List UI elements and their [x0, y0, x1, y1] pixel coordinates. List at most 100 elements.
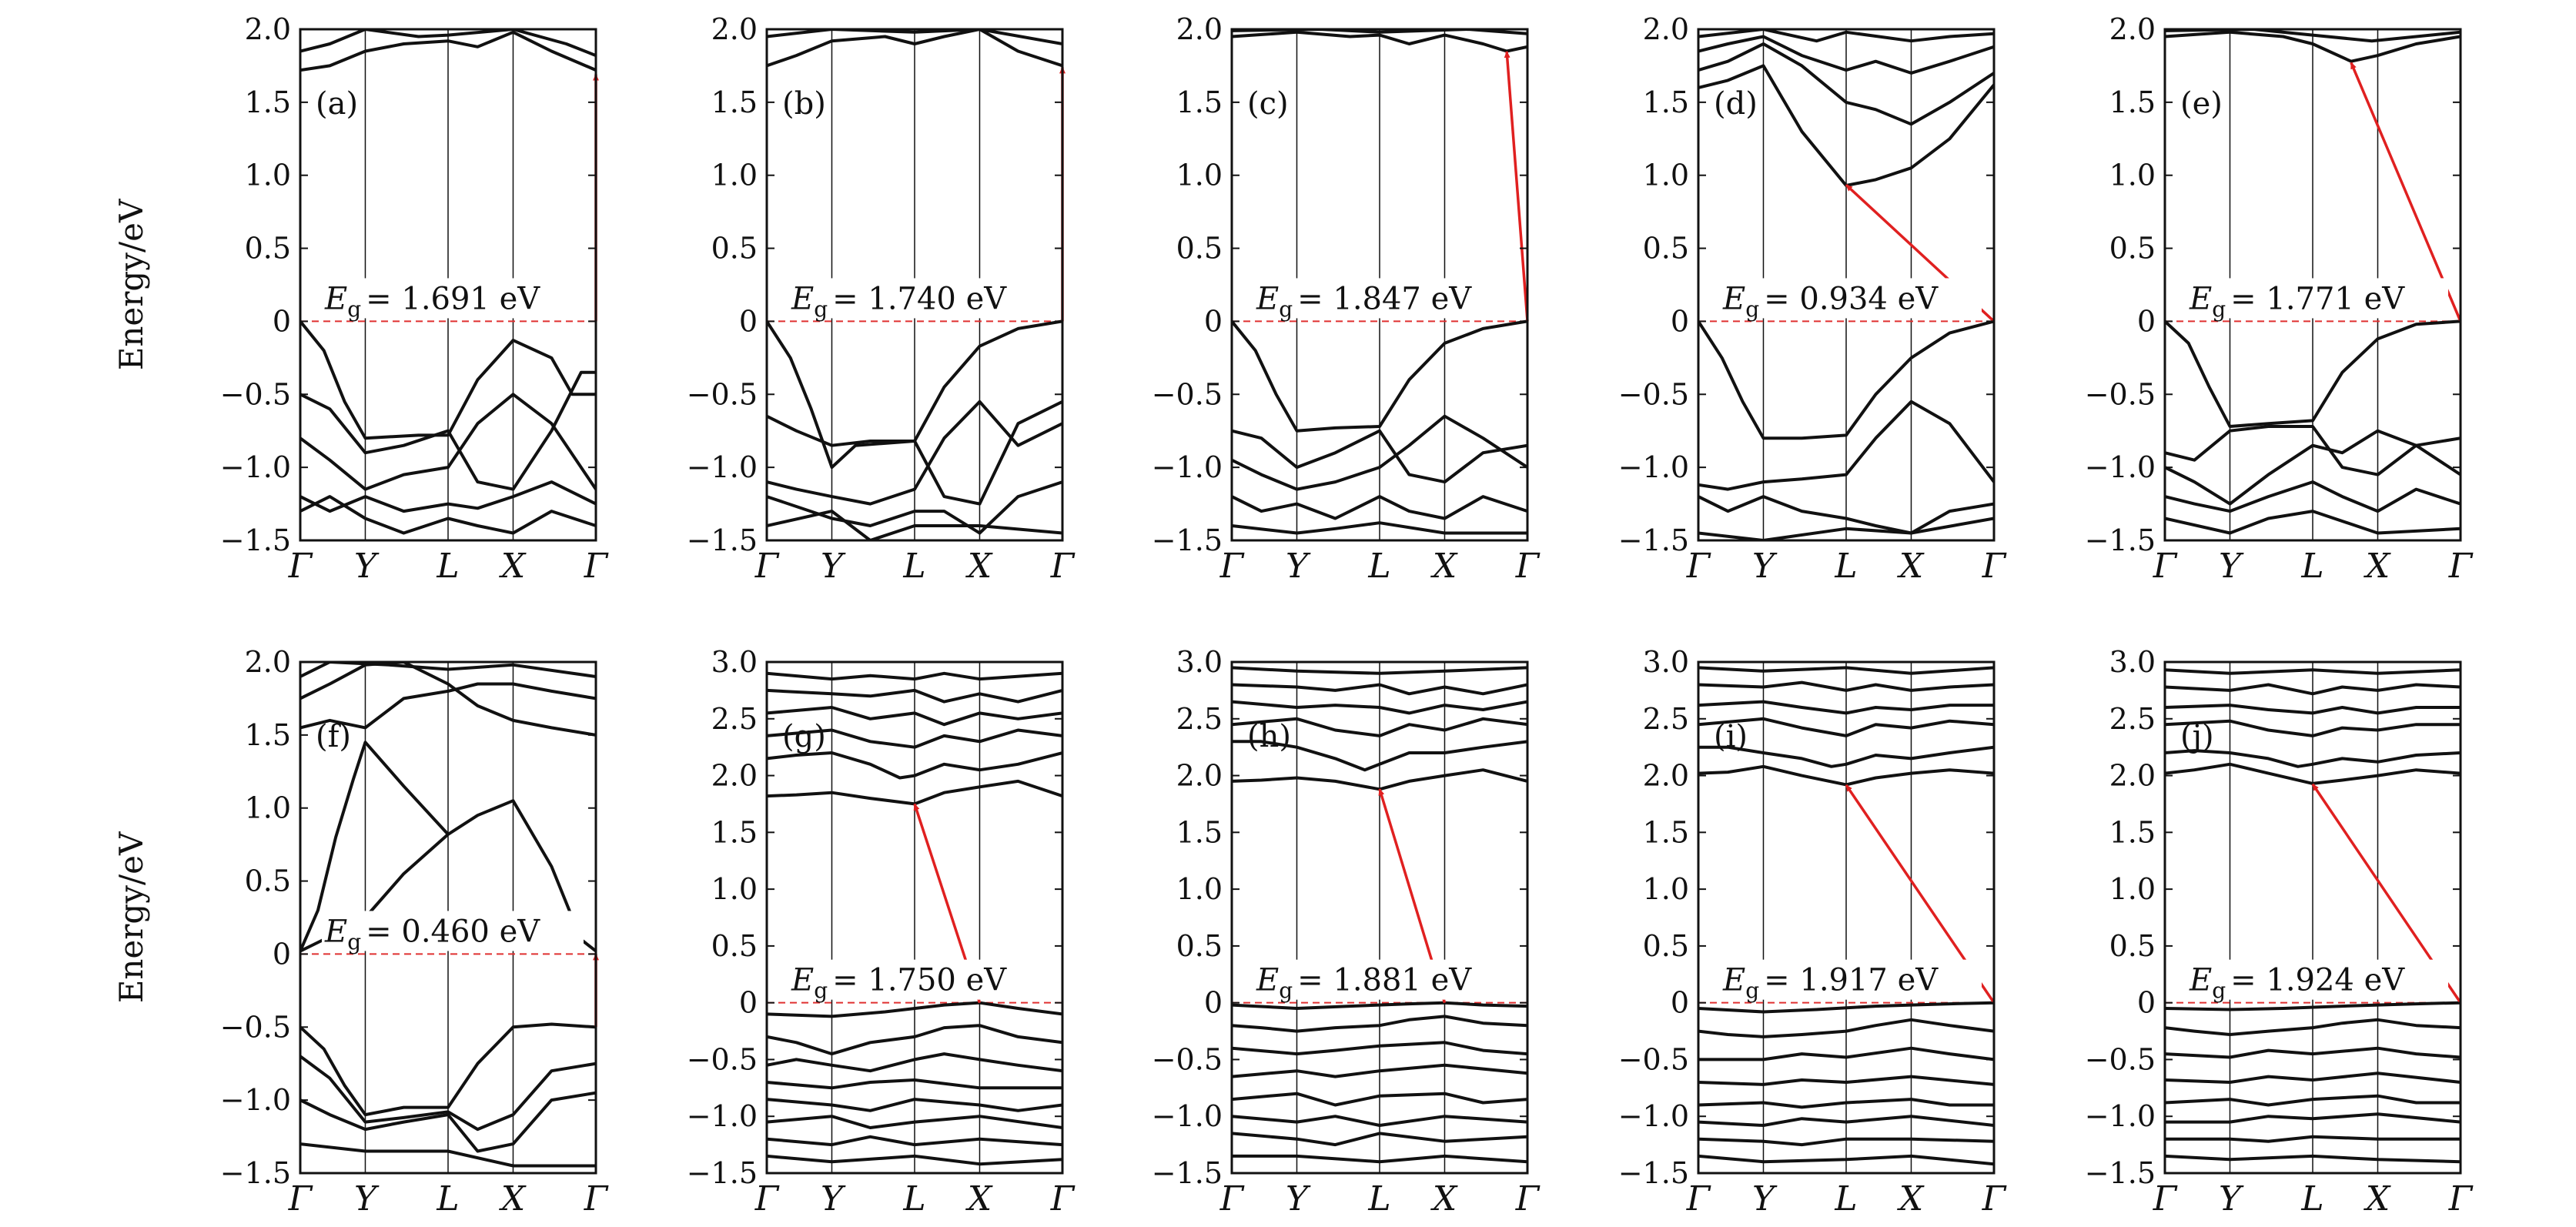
panel-label: (f)	[316, 719, 351, 754]
y-tick-label: 2.0	[2109, 12, 2156, 46]
band-line	[2165, 704, 2461, 715]
y-tick-label: 3.0	[1643, 645, 1689, 679]
y-tick-label: 0.5	[1643, 929, 1689, 963]
k-point-label: L	[1367, 1179, 1390, 1219]
k-point-label: Γ	[1686, 1179, 1711, 1219]
y-tick-label: 0.5	[245, 864, 291, 898]
panel-label: (g)	[782, 719, 826, 754]
y-tick-label: 1.0	[2109, 159, 2156, 192]
y-axis-label: Energy/eV	[112, 831, 150, 1003]
k-point-label: Γ	[1219, 1179, 1245, 1219]
band-gap-label: Eg = 1.917 eV	[1722, 963, 1939, 1004]
band-line	[767, 400, 1062, 506]
y-tick-label: 0	[1204, 986, 1223, 1020]
y-tick-label: −1.5	[1152, 523, 1223, 557]
y-tick-label: 0	[739, 304, 758, 338]
band-line	[300, 1022, 596, 1117]
y-tick-label: 1.5	[1643, 85, 1689, 119]
band-line	[1698, 517, 1994, 540]
k-point-label: L	[436, 547, 459, 586]
k-point-label: Γ	[584, 1179, 609, 1219]
panel-label: (c)	[1247, 86, 1289, 122]
band-line	[2165, 510, 2461, 535]
band-gap-label: Eg = 1.924 eV	[2189, 963, 2405, 1004]
band-line	[767, 480, 1062, 535]
y-tick-label: 0	[1671, 304, 1689, 338]
k-point-label: Γ	[1686, 547, 1711, 586]
band-line	[1232, 1092, 1527, 1107]
panel-label: (i)	[1714, 719, 1748, 754]
axes-frame	[299, 28, 597, 542]
y-tick-label: 0.5	[1176, 232, 1223, 266]
eg-value: = 1.881 eV	[1297, 963, 1472, 998]
y-tick-label: −1.0	[1152, 450, 1223, 484]
band-lines	[2165, 668, 2461, 1164]
band-line	[1232, 30, 1527, 53]
y-tick-label: 0	[2137, 304, 2156, 338]
band-line	[2165, 762, 2461, 785]
y-tick-label: 0	[1204, 304, 1223, 338]
band-line	[1698, 35, 1994, 75]
band-lines	[1232, 666, 1527, 1164]
eg-value: = 0.460 eV	[366, 914, 540, 949]
k-point-label: Y	[821, 547, 846, 586]
eg-value: = 1.917 eV	[1764, 963, 1939, 998]
eg-subscript: g	[1745, 978, 1759, 1004]
y-tick-label: −0.5	[220, 377, 291, 411]
axes-frame	[1697, 28, 1996, 542]
eg-label-background	[2186, 278, 2448, 319]
k-point-label: L	[902, 1179, 925, 1219]
y-tick-label: −1.5	[1618, 1156, 1689, 1190]
band-line	[1232, 1015, 1527, 1033]
y-tick-label: −1.0	[2085, 1099, 2156, 1133]
eg-label-background	[1253, 959, 1515, 1000]
eg-symbol: E	[324, 914, 347, 949]
eg-label-background	[322, 278, 584, 319]
eg-label-background	[1720, 278, 1982, 319]
y-tick-label: −1.0	[1152, 1099, 1223, 1133]
y-tick-label: −1.0	[687, 450, 758, 484]
eg-subscript: g	[1745, 296, 1759, 322]
eg-subscript: g	[2212, 296, 2226, 322]
y-tick-label: 0	[1671, 986, 1689, 1020]
k-point-label: Γ	[584, 547, 609, 586]
band-lines	[300, 662, 596, 1168]
y-tick-label: 2.0	[245, 645, 291, 679]
band-line	[1698, 1137, 1994, 1147]
panel-label: (j)	[2180, 719, 2214, 754]
y-tick-label: −1.0	[1618, 1099, 1689, 1133]
eg-symbol: E	[791, 281, 814, 316]
eg-value: = 0.934 eV	[1764, 281, 1939, 316]
band-line	[2165, 1094, 2461, 1107]
eg-subscript: g	[814, 978, 828, 1004]
band-line	[1698, 29, 1994, 43]
y-tick-label: −1.5	[2085, 1156, 2156, 1190]
band-line	[1698, 680, 1994, 692]
y-tick-label: −0.5	[1152, 1042, 1223, 1076]
y-tick-label: −0.5	[1618, 377, 1689, 411]
band-line	[767, 29, 1062, 68]
band-line	[1232, 740, 1527, 772]
eg-symbol: E	[2189, 281, 2212, 316]
band-line	[1232, 1132, 1527, 1147]
panel-label: (a)	[316, 86, 358, 122]
y-tick-label: 2.5	[1643, 702, 1689, 736]
panel-f: 2.01.51.00.50−0.5−1.0−1.5Γ Y L X Γ(f)Eg = 0.4…	[112, 645, 609, 1219]
y-tick-label: 1.0	[1176, 159, 1223, 192]
band-line	[1698, 1098, 1994, 1109]
band-gap-label: Eg = 0.934 eV	[1722, 281, 1939, 322]
band-lines	[767, 29, 1062, 540]
band-line	[767, 1135, 1062, 1147]
y-tick-label: 1.0	[245, 159, 291, 192]
y-tick-label: 1.0	[711, 159, 758, 192]
band-line	[1698, 1018, 1994, 1038]
band-line	[1232, 1001, 1527, 1010]
panel-g: 3.02.52.01.51.00.50−0.5−1.0−1.5Γ Y L X Γ(g)E…	[687, 645, 1076, 1219]
axes-frame	[2163, 660, 2462, 1175]
k-point-label: Γ	[288, 1179, 313, 1219]
band-line	[300, 1055, 596, 1132]
band-line	[2165, 425, 2461, 476]
band-lines	[767, 671, 1062, 1166]
band-line	[2165, 683, 2461, 696]
k-point-label: Y	[354, 1179, 380, 1219]
